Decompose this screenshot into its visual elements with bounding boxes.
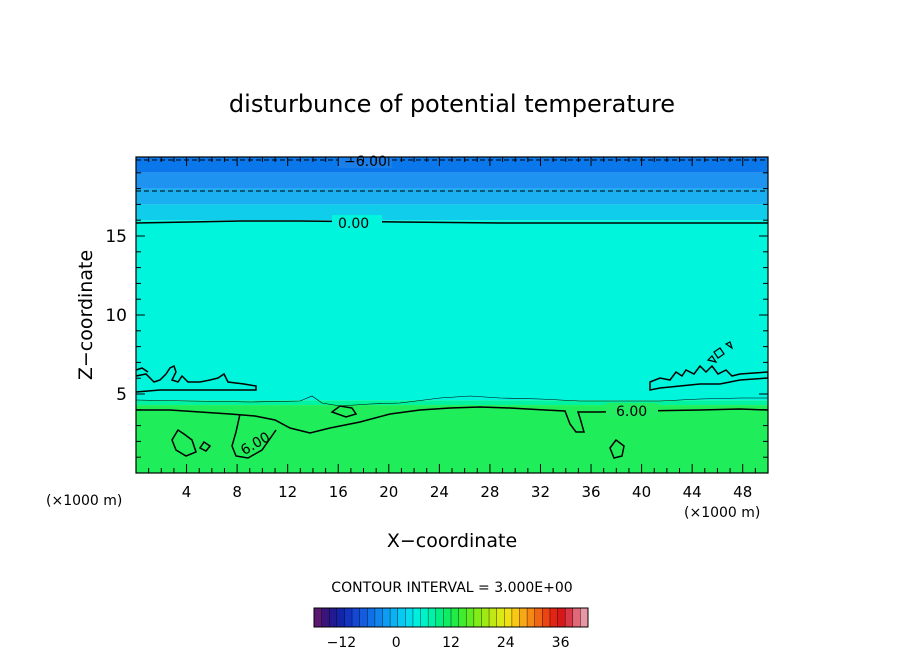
- colorbar-swatch: [336, 608, 345, 627]
- colorbar-swatch: [466, 608, 475, 627]
- colorbar-swatch: [496, 608, 505, 627]
- field-band: [136, 405, 768, 473]
- contour-line-6-lower: [231, 413, 277, 459]
- x-tick-label: 20: [379, 483, 398, 501]
- colorbar-swatch: [412, 608, 421, 627]
- colorbar-swatch: [374, 608, 383, 627]
- x-tick-label: 16: [329, 483, 348, 501]
- colorbar-swatch: [473, 608, 482, 627]
- colorbar-swatch: [542, 608, 551, 627]
- z-unit-label: (×1000 m): [46, 493, 122, 509]
- contour-interval-text: CONTOUR INTERVAL = 3.000E+00: [331, 580, 572, 596]
- colorbar-swatch: [397, 608, 406, 627]
- colorbar-swatch: [443, 608, 452, 627]
- colorbar-tick-label: 12: [442, 635, 460, 651]
- chart-title: disturbunce of potential temperature: [229, 90, 675, 118]
- colorbar-swatch: [382, 608, 391, 627]
- colorbar-swatch: [511, 608, 520, 627]
- contour-line-6: [136, 406, 768, 434]
- contour-cluster-right: [649, 364, 768, 391]
- colorbar-tick-label: 0: [392, 635, 401, 651]
- field-band: [136, 400, 768, 406]
- contour-line-3: [136, 395, 768, 407]
- colorbar-swatch: [489, 608, 497, 627]
- colorbar-swatch: [565, 608, 574, 627]
- x-tick-label: 40: [632, 483, 651, 501]
- colorbar-swatch: [572, 608, 581, 627]
- colorbar-swatch: [314, 608, 322, 627]
- colorbar-swatch: [428, 608, 437, 627]
- colorbar-swatch: [519, 608, 528, 627]
- x-tick-label: 28: [480, 483, 499, 501]
- x-tick-labels: 4 8 12 16 20 24 28 32 36 40 44 48: [182, 483, 752, 501]
- x-tick-label: 12: [278, 483, 297, 501]
- colorbar-swatch: [367, 608, 376, 627]
- y-tick-label: 5: [116, 385, 127, 405]
- x-tick-label: 32: [531, 483, 550, 501]
- colorbar-swatch: [451, 608, 459, 627]
- colorbar-frame: [313, 607, 589, 628]
- contour-label-bg: [606, 403, 658, 418]
- field-band: [136, 220, 768, 401]
- colorbar-swatch: [458, 608, 467, 627]
- colorbar-swatch: [344, 608, 353, 627]
- colorbar-swatch: [580, 608, 589, 627]
- colorbar-swatch: [359, 608, 368, 627]
- contour-line-6-blob-left: [171, 428, 197, 457]
- y-tick-label: 10: [105, 306, 127, 326]
- x-tick-label: 8: [232, 483, 242, 501]
- colorbar-swatch: [405, 608, 414, 627]
- contour-label-zero: 0.00: [338, 216, 369, 232]
- colorbar-tick-label: 36: [552, 635, 570, 651]
- contour-cluster-right-2: [706, 341, 734, 363]
- colorbar-swatch: [420, 608, 429, 627]
- x-tick-label: 36: [581, 483, 600, 501]
- x-tick-label: 24: [430, 483, 449, 501]
- contour-label-bg: [338, 157, 392, 168]
- colorbar-swatch: [321, 608, 330, 627]
- field-band: [136, 188, 768, 205]
- colorbar-swatch: [504, 608, 513, 627]
- x-unit-label: (×1000 m): [684, 505, 760, 521]
- contour-line-6-blob-small: [198, 440, 212, 452]
- contour-label-bg: [332, 215, 382, 230]
- contour-label-6-right: 6.00: [616, 404, 647, 420]
- colorbar-swatch: [435, 608, 444, 627]
- field-band: [136, 204, 768, 221]
- x-tick-label: 4: [182, 483, 192, 501]
- x-tick-label: 44: [683, 483, 702, 501]
- colorbar-swatch: [352, 608, 360, 627]
- contour-line-3-blob: [330, 405, 358, 418]
- field-band: [136, 172, 768, 189]
- plot-area: [136, 157, 768, 473]
- x-tick-label: 48: [733, 483, 752, 501]
- contour-cluster-left: [136, 364, 257, 393]
- field-bands: [136, 157, 768, 473]
- y-tick-label: 15: [105, 227, 127, 247]
- colorbar-swatch: [481, 608, 490, 627]
- axis-ticks: [136, 157, 768, 473]
- colorbar-labels: −12 0 12 24 36: [327, 635, 570, 651]
- colorbar: [314, 608, 589, 627]
- y-axis-label: Z−coordinate: [75, 250, 97, 380]
- colorbar-tick-label: −12: [327, 635, 357, 651]
- colorbar-swatch: [557, 608, 566, 627]
- field-band: [136, 157, 768, 173]
- contour-line-6-blob-right: [609, 438, 625, 459]
- contour-cluster-left-2: [136, 367, 149, 373]
- colorbar-swatch: [549, 608, 558, 627]
- colorbar-swatch: [390, 608, 399, 627]
- colorbar-tick-label: 24: [497, 635, 515, 651]
- y-tick-labels: 5 10 15: [105, 227, 127, 405]
- x-axis-label: X−coordinate: [387, 530, 517, 552]
- colorbar-swatch: [527, 608, 536, 627]
- contour-line-zero: [136, 220, 768, 224]
- colorbar-swatch: [534, 608, 543, 627]
- colorbar-swatch: [329, 608, 338, 627]
